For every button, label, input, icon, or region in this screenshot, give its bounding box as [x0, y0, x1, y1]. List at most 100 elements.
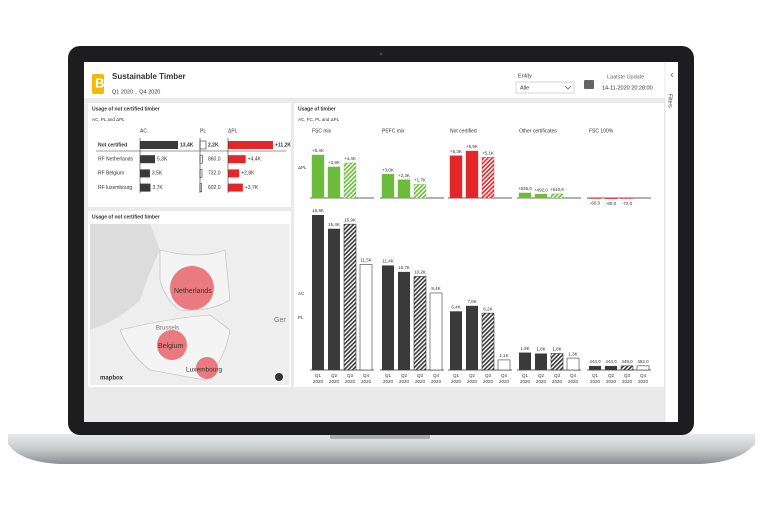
map-logo: mapbox — [100, 376, 124, 382]
value-bar — [429, 292, 443, 371]
ac-label: 3,7K — [152, 185, 163, 191]
entity-value: Alle — [520, 85, 529, 91]
panel-title: Usage of timber — [298, 106, 336, 112]
quarter-label: Q4 — [501, 373, 508, 378]
delta-bar — [604, 197, 618, 199]
ac-bar — [140, 155, 156, 164]
year-label: 2020 — [431, 379, 442, 384]
row-label: AC — [298, 291, 305, 296]
delta-label: -80,0 — [606, 201, 617, 206]
year-label: 2020 — [568, 379, 579, 384]
quarter-label: Q3 — [485, 373, 492, 378]
quarter-label: Q4 — [433, 373, 440, 378]
value-bar — [481, 312, 495, 371]
delta-bar — [413, 184, 427, 199]
value-bar — [359, 264, 373, 371]
quarter-label: Q1 — [522, 373, 529, 378]
group-title: FSC 100% — [589, 128, 614, 134]
group-title: FSC mix — [312, 128, 332, 134]
delta-label: +5,4K — [312, 148, 324, 153]
panel-title: Usage of not certified timber — [92, 214, 160, 220]
year-label: 2020 — [451, 379, 462, 384]
value-bar — [605, 365, 617, 370]
map-bubble[interactable] — [170, 266, 214, 310]
quarter-label: Q2 — [469, 373, 476, 378]
column-header: AC — [140, 128, 147, 134]
logo — [92, 74, 104, 94]
group-title: Not certified — [450, 128, 477, 134]
value-bar — [636, 365, 650, 371]
quarter-label: Q2 — [401, 373, 408, 378]
delta-bar — [327, 166, 341, 199]
map-info[interactable] — [275, 373, 283, 381]
pl-label: 860,0 — [208, 157, 221, 163]
delta-bar — [465, 150, 479, 199]
value-bar — [382, 265, 394, 370]
delta-bar — [481, 157, 495, 199]
value-bar — [566, 357, 580, 371]
quarter-label: Q2 — [538, 373, 545, 378]
value-label: 15,4K — [328, 222, 340, 227]
year-label: 2020 — [313, 379, 324, 384]
year-label: 2020 — [345, 379, 356, 384]
laptop-notch — [330, 434, 430, 439]
table-panel — [88, 103, 291, 207]
dpl-bar — [228, 141, 273, 149]
quarter-label: Q2 — [608, 373, 615, 378]
filters-collapse[interactable] — [670, 72, 674, 78]
quarter-label: Q4 — [363, 373, 370, 378]
laptop-base — [8, 434, 755, 464]
pl-label: 602,0 — [208, 185, 221, 191]
value-label: 15,9K — [344, 217, 356, 222]
value-bar — [450, 311, 462, 370]
refresh-icon[interactable] — [584, 80, 594, 89]
year-label: 2020 — [383, 379, 394, 384]
panel-subtitle: AC, FC, PL and ΔPL — [298, 117, 340, 122]
year-label: 2020 — [399, 379, 410, 384]
panel-title: Usage of not certified timber — [92, 106, 160, 112]
year-label: 2020 — [483, 379, 494, 384]
value-label: 6,4K — [451, 304, 460, 309]
panel-subtitle: AC, PL and ΔPL — [92, 117, 125, 122]
value-label: 444,0 — [589, 359, 601, 364]
quarter-label: Q2 — [331, 373, 338, 378]
delta-label: +5,3K — [450, 149, 462, 154]
map-bubble[interactable] — [196, 357, 218, 379]
camera — [379, 52, 383, 56]
delta-label: +3,0K — [382, 167, 394, 172]
delta-bar — [620, 197, 634, 199]
map-label: Netherlands — [174, 288, 212, 295]
delta-bar — [397, 179, 411, 199]
value-label: 11,4K — [382, 259, 393, 264]
pl-bar — [199, 154, 203, 164]
year-label: 2020 — [552, 379, 563, 384]
map-bubble[interactable] — [157, 330, 187, 360]
year-label: 2020 — [415, 379, 426, 384]
filters-label[interactable]: Filters — [667, 94, 673, 108]
pl-bar — [199, 140, 207, 150]
map-label: Luxembourg — [186, 367, 223, 374]
quarter-label: Q3 — [554, 373, 561, 378]
column-header: ΔPL — [228, 128, 238, 134]
pl-label: 732,0 — [208, 171, 221, 177]
year-label: 2020 — [520, 379, 531, 384]
dpl-bar — [228, 169, 240, 178]
value-bar — [466, 305, 478, 370]
pl-label: 2,2K — [208, 142, 219, 148]
value-bar — [343, 223, 357, 371]
map-label: Brussels — [156, 326, 179, 332]
quarter-label: Q3 — [347, 373, 354, 378]
delta-label: -72,0 — [622, 201, 633, 206]
delta-bar — [550, 193, 564, 199]
value-bar — [497, 359, 511, 371]
delta-label: -66,0 — [590, 201, 601, 206]
value-bar — [620, 365, 634, 371]
value-bar — [535, 353, 547, 370]
value-label: 10,2K — [414, 270, 426, 275]
delta-label: +5,9K — [466, 144, 478, 149]
value-label: 449,0 — [621, 359, 633, 364]
entity-dropdown[interactable] — [515, 81, 575, 94]
ac-bar — [140, 183, 151, 192]
year-label: 2020 — [499, 379, 510, 384]
dpl-label: +4,4K — [248, 157, 262, 163]
